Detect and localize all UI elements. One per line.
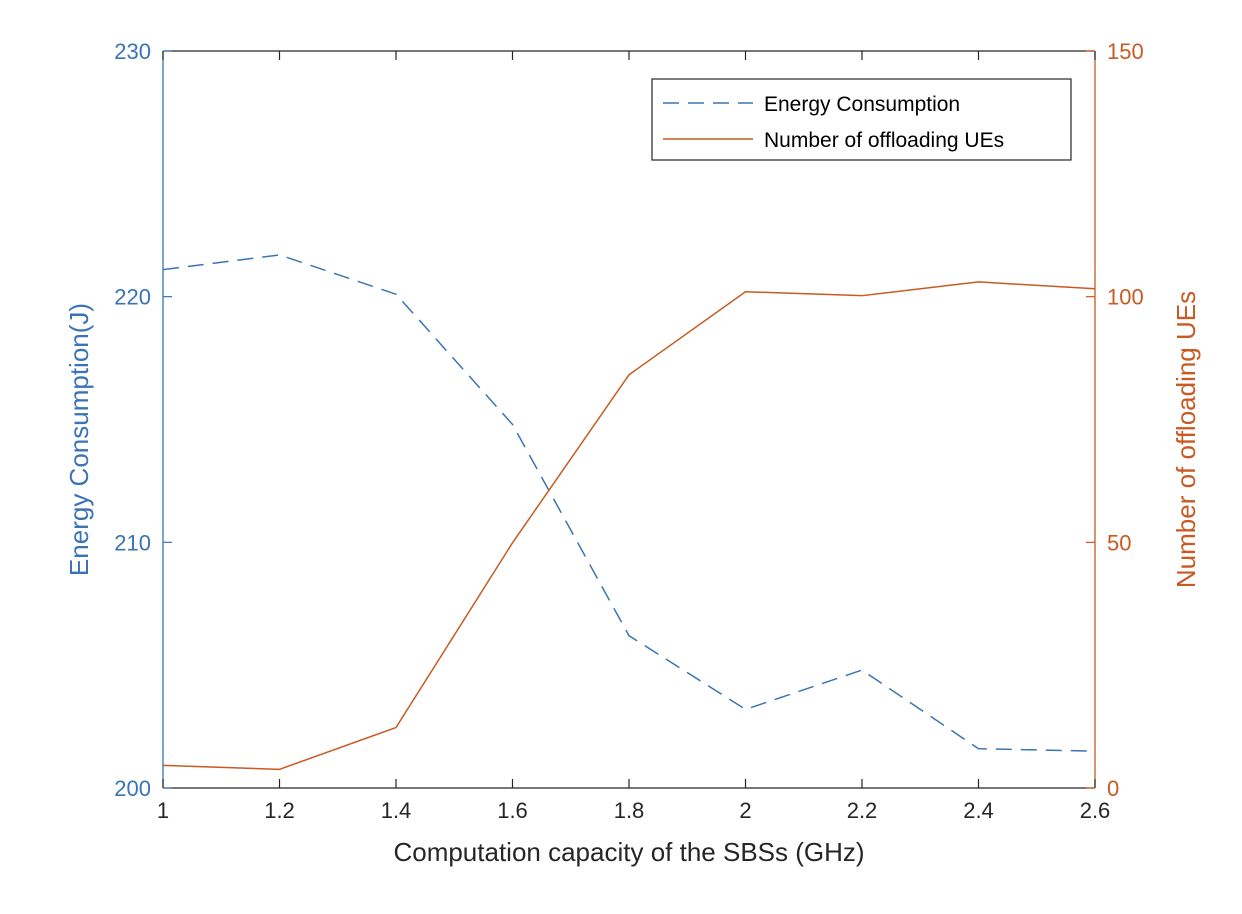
axes: 1 1.2 1.4 1.6 1.8 2 2.2 2.4 2.6 200 210 220 230 0 50 10… bbox=[114, 39, 1143, 823]
left-y-tick-label: 230 bbox=[114, 39, 151, 64]
energy-consumption-line bbox=[162, 254, 1096, 752]
legend: Energy Consumption Number of offloading U… bbox=[651, 78, 1072, 161]
left-y-tick-label: 220 bbox=[114, 285, 151, 310]
x-tick-label: 2.2 bbox=[847, 798, 878, 823]
right-y-tick-label: 150 bbox=[1107, 39, 1144, 64]
offloading-ues-line bbox=[162, 281, 1096, 771]
left-y-tick-label: 200 bbox=[114, 776, 151, 801]
series-layer bbox=[162, 254, 1096, 771]
x-tick-label: 1 bbox=[157, 798, 169, 823]
x-tick-label: 1.6 bbox=[497, 798, 528, 823]
x-axis-title: Computation capacity of the SBSs (GHz) bbox=[393, 837, 864, 867]
legend-offloading-label: Number of offloading UEs bbox=[764, 129, 1004, 152]
left-y-tick-label: 210 bbox=[114, 530, 151, 555]
plot-area bbox=[163, 51, 1095, 788]
right-y-tick-label: 0 bbox=[1107, 776, 1119, 801]
x-tick-label: 2.4 bbox=[963, 798, 994, 823]
legend-box bbox=[651, 78, 1072, 161]
x-tick-label: 1.8 bbox=[614, 798, 645, 823]
x-tick-label: 2.6 bbox=[1080, 798, 1111, 823]
x-tick-label: 2 bbox=[739, 798, 751, 823]
right-y-tick-label: 100 bbox=[1107, 285, 1144, 310]
right-y-tick-label: 50 bbox=[1107, 530, 1131, 555]
legend-energy-label: Energy Consumption bbox=[764, 93, 960, 116]
left-y-axis-title: Energy Consumption(J) bbox=[64, 303, 94, 576]
x-tick-label: 1.4 bbox=[381, 798, 412, 823]
x-tick-label: 1.2 bbox=[264, 798, 295, 823]
right-y-axis-title: Number of offloading UEs bbox=[1171, 291, 1201, 588]
